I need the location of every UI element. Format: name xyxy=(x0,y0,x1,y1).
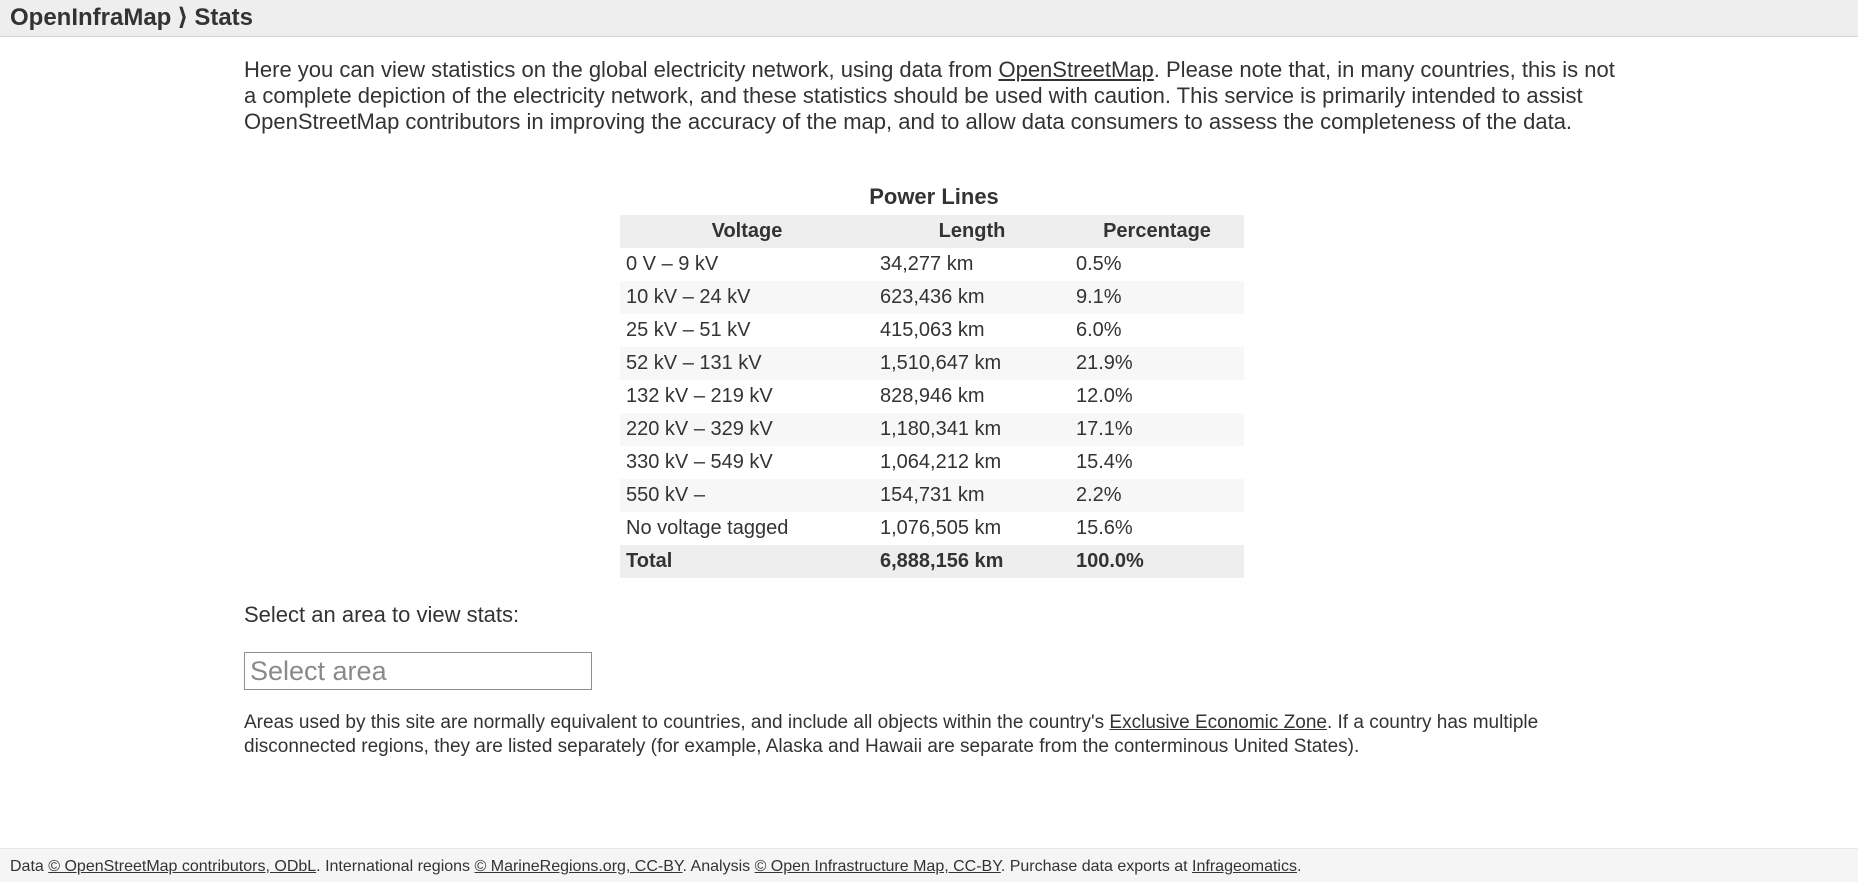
current-page-name: Stats xyxy=(194,4,253,31)
length-cell: 1,064,212 km xyxy=(874,446,1070,479)
footer-data-prefix: Data xyxy=(10,858,49,875)
power-lines-table: Voltage Length Percentage 0 V – 9 kV 34,… xyxy=(620,215,1244,578)
areas-note-text-start: Areas used by this site are normally equ… xyxy=(244,712,1110,733)
percentage-cell: 0.5% xyxy=(1070,248,1244,281)
voltage-cell: 132 kV – 219 kV xyxy=(620,380,874,413)
length-cell: 1,076,505 km xyxy=(874,512,1070,545)
voltage-cell: 0 V – 9 kV xyxy=(620,248,874,281)
length-cell: 828,946 km xyxy=(874,380,1070,413)
page-footer: Data © OpenStreetMap contributors, ODbL.… xyxy=(0,848,1858,882)
length-cell: 1,180,341 km xyxy=(874,413,1070,446)
voltage-cell: 10 kV – 24 kV xyxy=(620,281,874,314)
length-cell: 623,436 km xyxy=(874,281,1070,314)
table-row: 132 kV – 219 kV 828,946 km 12.0% xyxy=(620,380,1244,413)
voltage-cell: 25 kV – 51 kV xyxy=(620,314,874,347)
table-row: 25 kV – 51 kV 415,063 km 6.0% xyxy=(620,314,1244,347)
area-select-input[interactable] xyxy=(244,652,592,690)
table-header-row: Voltage Length Percentage xyxy=(620,215,1244,248)
table-row: 10 kV – 24 kV 623,436 km 9.1% xyxy=(620,281,1244,314)
column-header-percentage: Percentage xyxy=(1070,215,1244,248)
marineregions-link[interactable]: © MarineRegions.org, CC-BY xyxy=(474,858,683,875)
column-header-length: Length xyxy=(874,215,1070,248)
total-length-cell: 6,888,156 km xyxy=(874,545,1070,578)
table-row: 330 kV – 549 kV 1,064,212 km 15.4% xyxy=(620,446,1244,479)
total-percentage-cell: 100.0% xyxy=(1070,545,1244,578)
osm-license-link[interactable]: © OpenStreetMap contributors, ODbL xyxy=(48,858,317,875)
openstreetmap-link[interactable]: OpenStreetMap xyxy=(998,57,1154,82)
footer-regions-prefix: . International regions xyxy=(316,858,475,875)
voltage-cell: 330 kV – 549 kV xyxy=(620,446,874,479)
length-cell: 415,063 km xyxy=(874,314,1070,347)
total-label-cell: Total xyxy=(620,545,874,578)
table-row: 0 V – 9 kV 34,277 km 0.5% xyxy=(620,248,1244,281)
voltage-cell: No voltage tagged xyxy=(620,512,874,545)
length-cell: 1,510,647 km xyxy=(874,347,1070,380)
site-name-link[interactable]: OpenInfraMap xyxy=(10,4,172,31)
voltage-cell: 550 kV – xyxy=(620,479,874,512)
voltage-cell: 220 kV – 329 kV xyxy=(620,413,874,446)
table-row: 220 kV – 329 kV 1,180,341 km 17.1% xyxy=(620,413,1244,446)
footer-analysis-prefix: . Analysis xyxy=(682,858,755,875)
percentage-cell: 12.0% xyxy=(1070,380,1244,413)
page-title: OpenInfraMap ⟩ Stats xyxy=(10,3,253,32)
footer-end: . xyxy=(1296,858,1302,875)
table-row: 550 kV – 154,731 km 2.2% xyxy=(620,479,1244,512)
main-content: Here you can view statistics on the glob… xyxy=(244,57,1624,757)
infrageomatics-link[interactable]: Infrageomatics xyxy=(1192,858,1297,875)
exclusive-economic-zone-link[interactable]: Exclusive Economic Zone xyxy=(1109,712,1327,733)
voltage-cell: 52 kV – 131 kV xyxy=(620,347,874,380)
footer-attribution: Data © OpenStreetMap contributors, ODbL.… xyxy=(10,858,1301,876)
percentage-cell: 17.1% xyxy=(1070,413,1244,446)
intro-text-start: Here you can view statistics on the glob… xyxy=(244,57,999,82)
percentage-cell: 15.4% xyxy=(1070,446,1244,479)
column-header-voltage: Voltage xyxy=(620,215,874,248)
breadcrumb-separator: ⟩ xyxy=(177,4,189,31)
percentage-cell: 2.2% xyxy=(1070,479,1244,512)
table-row: No voltage tagged 1,076,505 km 15.6% xyxy=(620,512,1244,545)
intro-paragraph: Here you can view statistics on the glob… xyxy=(244,57,1624,135)
table-total-row: Total 6,888,156 km 100.0% xyxy=(620,545,1244,578)
table-row: 52 kV – 131 kV 1,510,647 km 21.9% xyxy=(620,347,1244,380)
length-cell: 154,731 km xyxy=(874,479,1070,512)
length-cell: 34,277 km xyxy=(874,248,1070,281)
select-area-label: Select an area to view stats: xyxy=(244,602,520,627)
footer-purchase-prefix: . Purchase data exports at xyxy=(1000,858,1193,875)
page-header: OpenInfraMap ⟩ Stats xyxy=(0,0,1858,37)
areas-note-text-end: . If a country has multiple disconnected… xyxy=(244,712,1539,757)
open-infrastructure-map-link[interactable]: © Open Infrastructure Map, CC-BY xyxy=(754,858,1001,875)
percentage-cell: 21.9% xyxy=(1070,347,1244,380)
intro-text-end: . Please note that, in many countries, t… xyxy=(244,57,1615,134)
percentage-cell: 6.0% xyxy=(1070,314,1244,347)
percentage-cell: 15.6% xyxy=(1070,512,1244,545)
percentage-cell: 9.1% xyxy=(1070,281,1244,314)
power-lines-title: Power Lines xyxy=(869,184,999,209)
areas-note-paragraph: Areas used by this site are normally equ… xyxy=(244,711,1624,759)
